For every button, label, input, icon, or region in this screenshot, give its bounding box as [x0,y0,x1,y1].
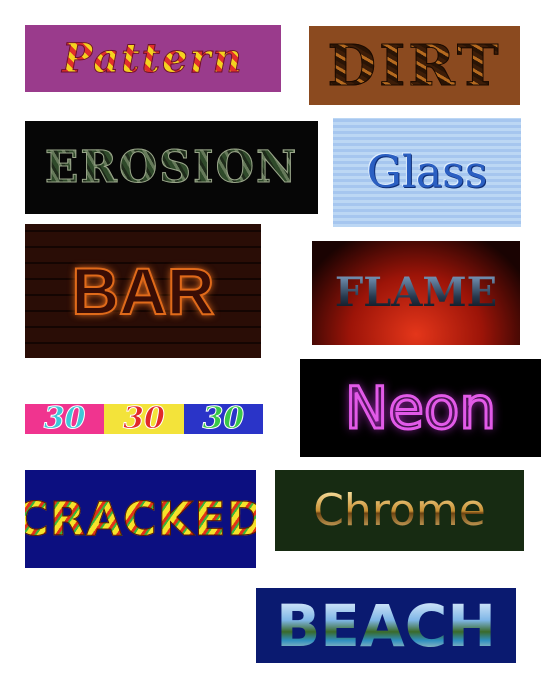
tile-text: BAR [71,254,216,328]
pattern-tile: Pattern [25,25,281,92]
neon-tile: Neon [300,359,541,457]
tile-text: Chrome [313,484,486,536]
erosion-tile: EROSION [25,121,318,214]
tile-text: 30 [202,401,245,436]
panel: 30 [183,401,263,436]
cracked-tile: CRACKED [25,470,256,568]
tile-text: FLAME [334,269,498,316]
beach-tile: BEACH [256,588,516,663]
flame-tile: FLAME [312,241,520,345]
tile-text: Glass [366,146,488,198]
tile-text: 30 [123,401,166,436]
tile-text: 30 [43,401,86,436]
tile-text: BEACH [276,591,496,660]
dirt-tile: DIRT [309,26,520,105]
tile-text: Pattern [62,34,244,82]
three-d-tile: 30 30 30 [25,377,263,461]
tile-text: CRACKED [25,496,256,543]
tile-text: EROSION [44,141,299,193]
bar-tile: BAR [25,224,261,358]
tile-text: DIRT [327,32,502,99]
glass-tile: Glass [333,118,521,227]
panel: 30 [104,401,184,436]
panel: 30 [25,401,105,436]
chrome-tile: Chrome [275,470,524,551]
tile-text: Neon [343,374,497,442]
